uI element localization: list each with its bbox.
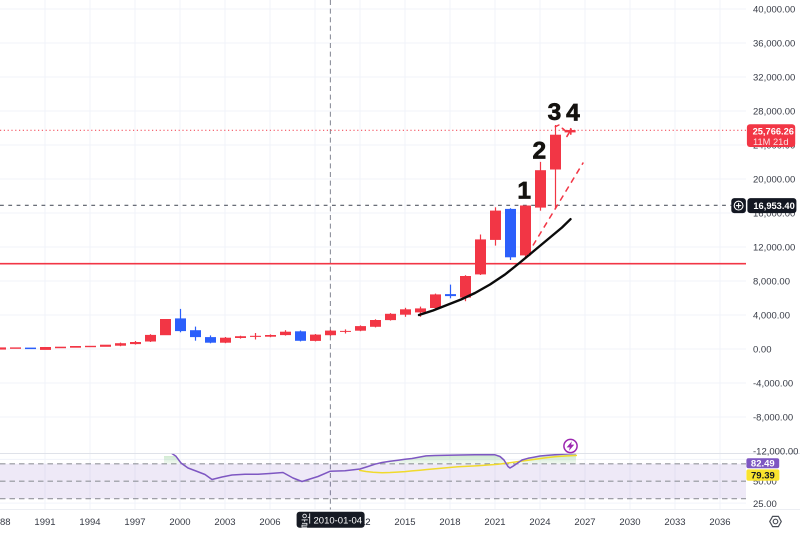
svg-text:25,766.26: 25,766.26 bbox=[753, 127, 794, 137]
svg-text:0.00: 0.00 bbox=[753, 344, 772, 355]
svg-text:20,000.00: 20,000.00 bbox=[753, 174, 795, 185]
svg-text:50.00: 50.00 bbox=[753, 477, 777, 488]
svg-text:2015: 2015 bbox=[394, 517, 415, 528]
svg-text:2030: 2030 bbox=[619, 517, 640, 528]
svg-text:2036: 2036 bbox=[709, 517, 730, 528]
svg-text:82.49: 82.49 bbox=[751, 458, 775, 469]
svg-text:-12,000.00: -12,000.00 bbox=[753, 446, 798, 457]
svg-text:2000: 2000 bbox=[169, 517, 190, 528]
svg-text:36,000.00: 36,000.00 bbox=[753, 38, 795, 49]
svg-text:40,000.00: 40,000.00 bbox=[753, 4, 795, 15]
svg-text:2003: 2003 bbox=[214, 517, 235, 528]
svg-text:-8,000.00: -8,000.00 bbox=[753, 412, 793, 423]
svg-text:4: 4 bbox=[566, 100, 580, 127]
svg-text:28,000.00: 28,000.00 bbox=[753, 106, 795, 117]
svg-text:-4,000.00: -4,000.00 bbox=[753, 378, 793, 389]
svg-text:2006: 2006 bbox=[259, 517, 280, 528]
svg-text:1994: 1994 bbox=[79, 517, 100, 528]
svg-text:32,000.00: 32,000.00 bbox=[753, 72, 795, 83]
svg-text:1: 1 bbox=[517, 178, 531, 205]
svg-text:2033: 2033 bbox=[664, 517, 685, 528]
svg-text:2024: 2024 bbox=[529, 517, 550, 528]
svg-text:2: 2 bbox=[532, 138, 546, 165]
svg-text:2018: 2018 bbox=[439, 517, 460, 528]
svg-text:1997: 1997 bbox=[124, 517, 145, 528]
svg-text:3: 3 bbox=[548, 99, 562, 126]
svg-text:8,000.00: 8,000.00 bbox=[753, 276, 790, 287]
svg-text:2027: 2027 bbox=[574, 517, 595, 528]
svg-text:1988: 1988 bbox=[0, 517, 11, 528]
svg-text:12,000.00: 12,000.00 bbox=[753, 242, 795, 253]
svg-text:1991: 1991 bbox=[34, 517, 55, 528]
svg-text:79.39: 79.39 bbox=[751, 471, 775, 482]
svg-text:16,000.00: 16,000.00 bbox=[753, 208, 795, 219]
svg-text:16,953.40: 16,953.40 bbox=[753, 201, 794, 211]
svg-text:11M 21d: 11M 21d bbox=[753, 137, 789, 147]
svg-text:25.00: 25.00 bbox=[753, 499, 777, 510]
svg-text:4,000.00: 4,000.00 bbox=[753, 310, 790, 321]
svg-text:2021: 2021 bbox=[484, 517, 505, 528]
svg-text:2010-01-04: 2010-01-04 bbox=[314, 515, 363, 526]
